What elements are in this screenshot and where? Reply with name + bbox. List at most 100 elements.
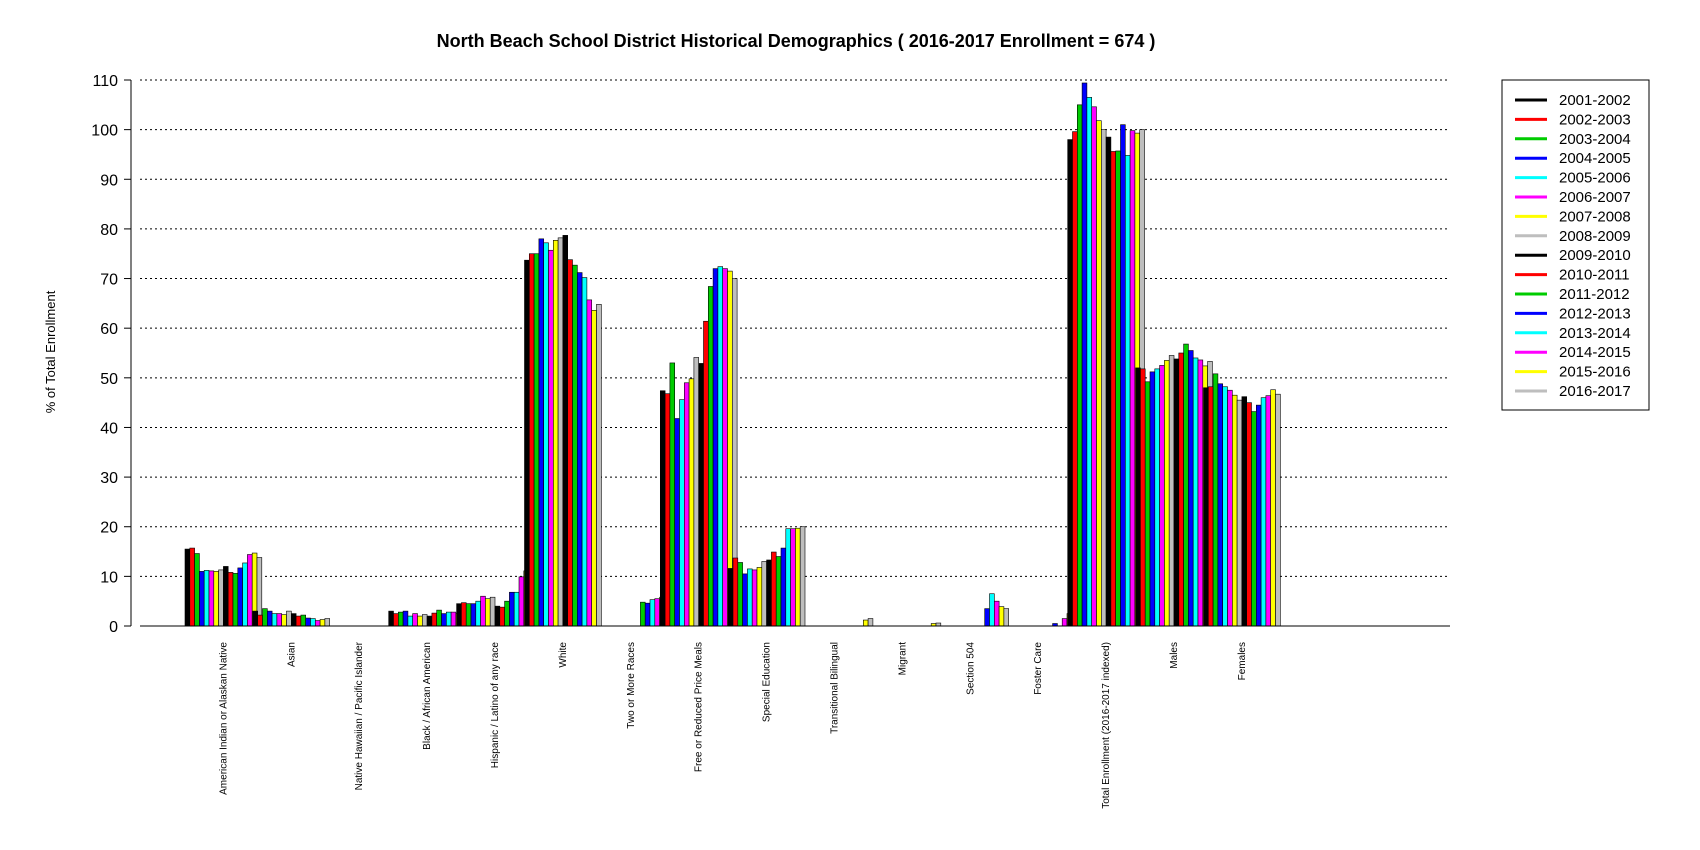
bar xyxy=(397,611,404,627)
bar xyxy=(795,527,801,627)
bar xyxy=(407,615,413,627)
bar xyxy=(232,573,239,627)
bar xyxy=(509,591,515,627)
bar xyxy=(799,526,806,627)
bar xyxy=(1270,389,1276,627)
bar xyxy=(867,618,874,627)
bar xyxy=(717,266,724,627)
x-tick-label: White xyxy=(558,642,569,668)
y-tick-label: 110 xyxy=(92,73,118,90)
y-tick-label: 80 xyxy=(100,222,118,239)
bar xyxy=(1086,97,1093,627)
bar xyxy=(461,602,467,627)
bar xyxy=(1091,106,1097,627)
bar xyxy=(388,610,394,627)
y-tick-label: 0 xyxy=(109,619,118,636)
bar xyxy=(693,357,700,627)
x-tick-label: Special Education xyxy=(762,642,773,722)
x-tick-label: Females xyxy=(1237,642,1248,680)
bar xyxy=(1260,397,1267,627)
bar xyxy=(1110,151,1117,627)
bar xyxy=(1096,120,1102,627)
bar xyxy=(431,612,437,627)
bar xyxy=(1129,130,1136,627)
bar xyxy=(659,390,666,627)
bar xyxy=(310,618,316,627)
bar xyxy=(1232,394,1238,627)
bar xyxy=(475,600,481,627)
bar xyxy=(644,602,651,627)
bar xyxy=(737,562,743,627)
bar xyxy=(703,320,709,627)
legend-label: 2015-2016 xyxy=(1559,364,1631,381)
x-tick-label: Section 504 xyxy=(965,642,976,695)
bar xyxy=(247,554,253,627)
bar xyxy=(499,606,505,627)
bar xyxy=(456,603,462,627)
bar xyxy=(314,620,321,627)
y-tick-label: 70 xyxy=(100,272,118,289)
bar xyxy=(1188,350,1194,627)
legend-label: 2004-2005 xyxy=(1559,150,1631,167)
bar xyxy=(295,615,302,627)
bar xyxy=(669,362,676,627)
legend-label: 2005-2006 xyxy=(1559,170,1631,187)
bar xyxy=(445,611,452,627)
bar xyxy=(654,598,660,627)
bar xyxy=(1168,355,1175,627)
bar xyxy=(319,619,326,627)
x-tick-label: Free or Reduced Price Meals xyxy=(694,642,705,772)
bar xyxy=(276,613,282,627)
legend-label: 2007-2008 xyxy=(1559,208,1631,225)
bar xyxy=(494,605,501,627)
y-axis-label: % of Total Enrollment xyxy=(43,290,58,413)
bar xyxy=(1105,136,1112,627)
bar xyxy=(227,572,234,627)
bar xyxy=(524,259,530,627)
bar xyxy=(785,528,791,627)
bar xyxy=(742,573,748,627)
bar xyxy=(727,568,734,627)
bar xyxy=(1217,383,1224,627)
bar xyxy=(591,310,597,627)
bar xyxy=(572,264,578,627)
bar xyxy=(1061,618,1068,627)
bar xyxy=(290,613,297,627)
bar xyxy=(393,613,399,627)
bar xyxy=(707,286,714,627)
y-axis: 0 10 20 30 40 50 60 70 80 90 100 110 xyxy=(91,73,132,636)
bar xyxy=(596,304,602,627)
bar xyxy=(688,378,695,627)
x-tick-label: Two or More Races xyxy=(626,642,637,729)
bar xyxy=(199,571,205,627)
bar xyxy=(489,596,496,627)
bar xyxy=(450,611,457,627)
bar xyxy=(751,569,758,627)
y-tick-label: 90 xyxy=(100,172,118,189)
bar xyxy=(683,382,690,627)
bar xyxy=(324,618,330,627)
bar xyxy=(281,614,287,627)
bar xyxy=(1072,131,1078,627)
bar xyxy=(1197,359,1204,627)
bar xyxy=(664,393,671,627)
bar xyxy=(1208,386,1214,627)
bar xyxy=(1212,373,1219,627)
bars xyxy=(140,82,1450,627)
bar xyxy=(984,608,990,627)
bar xyxy=(998,606,1005,627)
bar xyxy=(1120,124,1126,627)
legend-label: 2009-2010 xyxy=(1559,247,1631,264)
x-tick-label: Asian xyxy=(286,642,297,667)
legend-label: 2008-2009 xyxy=(1559,228,1631,245)
bar xyxy=(257,614,263,627)
bar xyxy=(1140,368,1146,627)
bar xyxy=(465,603,472,627)
bar xyxy=(674,418,680,627)
y-tick-label: 40 xyxy=(100,420,118,437)
bar xyxy=(1154,368,1160,627)
bar xyxy=(421,614,428,627)
bar xyxy=(1236,399,1243,627)
bar xyxy=(1251,411,1257,627)
